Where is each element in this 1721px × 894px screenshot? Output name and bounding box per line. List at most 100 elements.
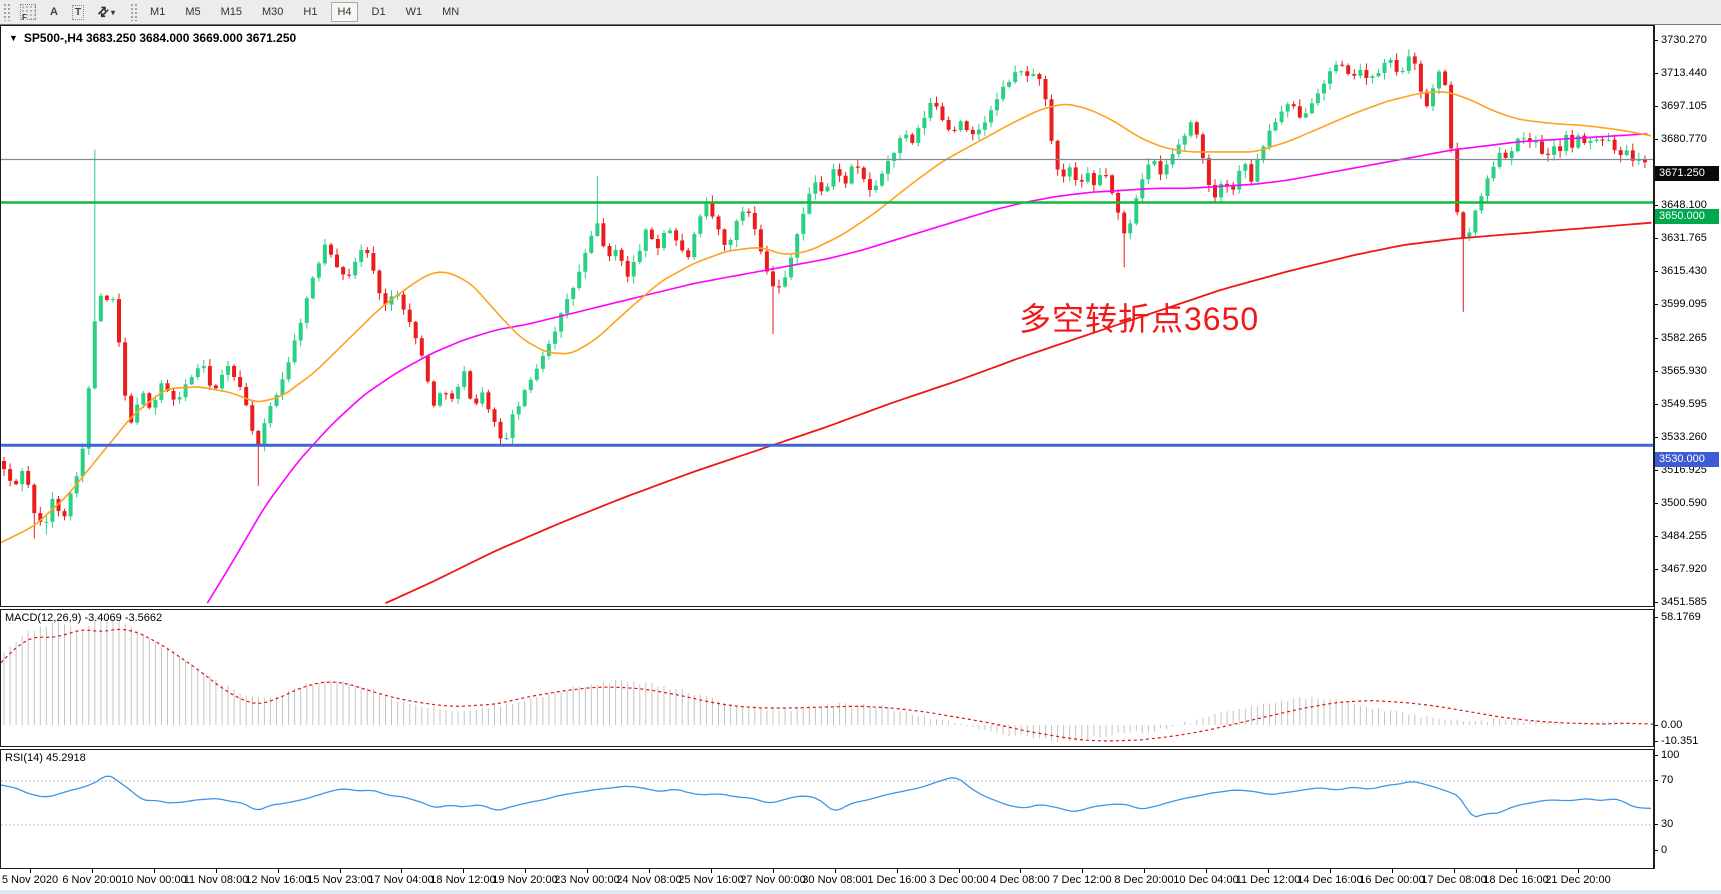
time-label: 15 Nov 23:00	[307, 874, 373, 886]
chart-dropdown-icon[interactable]: ▼	[9, 33, 18, 43]
rsi-pane[interactable]: RSI(14) 45.2918	[0, 749, 1654, 869]
timeframe-button-d1[interactable]: D1	[371, 6, 386, 18]
price-label-3565.930: 3565.930	[1661, 365, 1707, 377]
timeframe-button-m15[interactable]: M15	[220, 6, 242, 18]
timeframe-button-m1[interactable]: M1	[150, 6, 166, 18]
toolbar-grip-2[interactable]	[130, 3, 138, 21]
time-label: 19 Nov 20:00	[492, 874, 558, 886]
toolbar: F A T ⇄ ▾ M1 M5 M15 M30 H1 H4 D1 W1 MN	[0, 0, 1721, 25]
time-tick	[1206, 869, 1207, 873]
timeframe-button-m30[interactable]: M30	[262, 6, 284, 18]
rsi-canvas[interactable]	[1, 750, 1653, 868]
macd-axis-max: 58.1769	[1661, 611, 1701, 623]
price-label-3467.920-tick	[1654, 569, 1658, 570]
price-label-3599.095-tick	[1654, 304, 1658, 305]
price-label-3615.430-tick	[1654, 271, 1658, 272]
price-label-3451.585-tick	[1654, 602, 1658, 603]
time-label: 18 Nov 12:00	[430, 874, 496, 886]
main-chart-pane[interactable]: ▼ SP500-,H4 3683.250 3684.000 3669.000 3…	[0, 25, 1654, 607]
macd-axis-min: -10.351	[1661, 735, 1699, 747]
templates-icon[interactable]: F	[14, 2, 42, 22]
time-label: 27 Nov 00:00	[740, 874, 806, 886]
macd-axis-min-tick	[1654, 741, 1658, 742]
rsi-axis-100: 100	[1661, 749, 1680, 761]
toolbar-tools: F A T ⇄ ▾	[13, 2, 122, 22]
time-tick	[587, 869, 588, 873]
price-label-3484.255: 3484.255	[1661, 530, 1707, 542]
time-tick	[1268, 869, 1269, 873]
price-label-3697.105: 3697.105	[1661, 100, 1707, 112]
timeframe-button-m5[interactable]: M5	[185, 6, 201, 18]
time-tick	[154, 869, 155, 873]
time-label: 21 Dec 20:00	[1545, 874, 1611, 886]
price-axis[interactable]: 3730.2703713.4403697.1053680.7703664.435…	[1654, 25, 1721, 869]
time-axis[interactable]: 5 Nov 2020 6 Nov 20:00 10 Nov 00:00 11 Nov …	[0, 869, 1721, 890]
text-box-icon[interactable]: T	[66, 2, 90, 22]
price-label-3516.925: 3516.925	[1661, 464, 1707, 476]
rsi-axis-0-tick	[1654, 850, 1658, 851]
time-tick	[1454, 869, 1455, 873]
chart-annotation-text[interactable]: 多空转折点3650	[1019, 301, 1260, 337]
candlestick-chart-canvas[interactable]	[1, 26, 1653, 606]
price-label-3533.260-tick	[1654, 437, 1658, 438]
time-tick	[216, 869, 217, 873]
price-label-3582.265: 3582.265	[1661, 332, 1707, 344]
draw-arrows-icon[interactable]: ⇄ ▾	[92, 2, 121, 22]
price-label-3565.930-tick	[1654, 371, 1658, 372]
time-label: 16 Dec 00:00	[1359, 874, 1425, 886]
price-label-3516.925-tick	[1654, 470, 1658, 471]
time-label: 10 Nov 00:00	[121, 874, 187, 886]
time-tick	[649, 869, 650, 873]
price-label-3680.770: 3680.770	[1661, 133, 1707, 145]
time-tick	[30, 869, 31, 873]
price-label-3648.100-tick	[1654, 205, 1658, 206]
rsi-axis-70-tick	[1654, 780, 1658, 781]
time-tick	[897, 869, 898, 873]
macd-canvas[interactable]	[1, 610, 1653, 746]
time-label: 25 Nov 16:00	[678, 874, 744, 886]
draw-arrows-icon-glyph: ⇄	[94, 2, 113, 21]
time-tick	[340, 869, 341, 873]
price-label-3500.590-tick	[1654, 503, 1658, 504]
time-label: 18 Dec 16:00	[1483, 874, 1549, 886]
time-tick	[278, 869, 279, 873]
price-label-3484.255-tick	[1654, 536, 1658, 537]
time-label: 12 Nov 16:00	[245, 874, 311, 886]
toolbar-grip[interactable]	[3, 3, 10, 21]
time-label: 11 Nov 08:00	[183, 874, 249, 886]
time-tick	[463, 869, 464, 873]
status-strip	[0, 890, 1721, 894]
time-label: 3 Dec 00:00	[929, 874, 989, 886]
rsi-axis-100-tick	[1654, 755, 1658, 756]
time-label: 8 Dec 20:00	[1114, 874, 1174, 886]
chart-title: ▼ SP500-,H4 3683.250 3684.000 3669.000 3…	[9, 31, 296, 45]
macd-pane[interactable]: MACD(12,26,9) -3.4069 -3.5662	[0, 609, 1654, 747]
timeframe-button-mn[interactable]: MN	[442, 6, 460, 18]
time-label: 14 Dec 16:00	[1297, 874, 1363, 886]
price-label-3713.440: 3713.440	[1661, 67, 1707, 79]
rsi-axis-30-tick	[1654, 824, 1658, 825]
timeframe-button-w1[interactable]: W1	[405, 6, 423, 18]
macd-axis-max-tick	[1654, 617, 1658, 618]
level-3650-badge: 3650.000	[1655, 209, 1719, 224]
price-label-3599.095: 3599.095	[1661, 298, 1707, 310]
time-label: 1 Dec 16:00	[867, 874, 927, 886]
rsi-axis-70: 70	[1661, 774, 1674, 786]
timeframe-toolbar: M1 M5 M15 M30 H1 H4 D1 W1 MN	[140, 2, 469, 22]
time-label: 4 Dec 08:00	[990, 874, 1050, 886]
timeframe-button-h1[interactable]: H1	[303, 6, 318, 18]
text-label-icon[interactable]: A	[50, 6, 58, 18]
price-label-3680.770-tick	[1654, 139, 1658, 140]
price-label-3500.590: 3500.590	[1661, 497, 1707, 509]
time-tick	[1082, 869, 1083, 873]
macd-axis-zero-tick	[1654, 725, 1658, 726]
price-label-3451.585: 3451.585	[1661, 596, 1707, 608]
price-label-3730.270-tick	[1654, 40, 1658, 41]
price-label-3549.595: 3549.595	[1661, 398, 1707, 410]
macd-axis-zero: 0.00	[1661, 719, 1683, 731]
price-label-3549.595-tick	[1654, 404, 1658, 405]
timeframe-button-h4[interactable]: H4	[331, 2, 358, 22]
macd-label: MACD(12,26,9) -3.4069 -3.5662	[5, 612, 163, 624]
time-label: 5 Nov 2020	[1, 874, 59, 886]
